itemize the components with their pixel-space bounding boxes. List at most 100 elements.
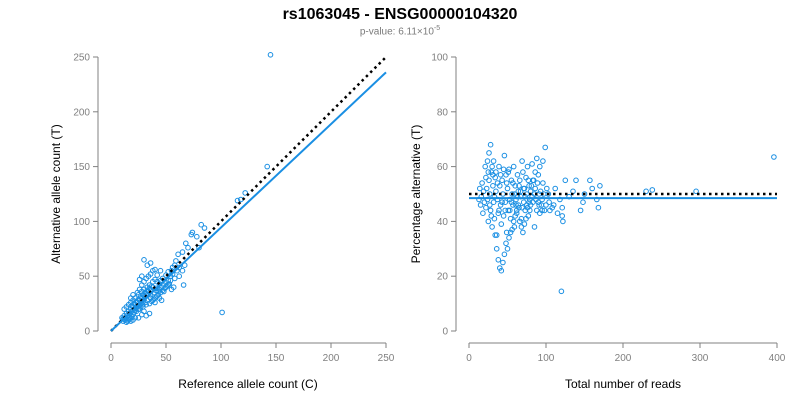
panel2-data-point [515,202,522,208]
panel2-data-point [524,163,531,170]
panel1-data-point [176,273,182,280]
panel2-data-point [483,204,489,211]
panel1-x-tick-label: 100 [213,353,230,364]
panel2-data-point [503,180,510,186]
panel2-data-point [497,172,504,178]
panel2-data-point [559,213,566,219]
panel2-data-point [540,158,546,164]
panel2-data-point [487,207,494,214]
panel1-y-tick-label: 50 [79,272,91,283]
panel1-data-point [183,240,189,247]
panel2-data-point [525,177,532,184]
panel2-data-point [541,207,548,214]
panel1-data-point [158,297,165,304]
panel2-data-point [491,215,498,222]
panel2-data-point [483,174,489,181]
panel2-data-point [498,221,505,227]
panel2-data-point [477,202,484,208]
panel1-data-point [176,264,182,271]
panel2-data-point [530,199,536,205]
panel1-x-tick-label: 250 [378,353,395,364]
panel1-data-point [152,299,158,306]
panel1-data-point [120,316,126,322]
panel1-data-point [267,52,274,58]
panel2-data-point [558,288,565,295]
panel2-y-tick-label: 40 [437,217,449,228]
panel1-data-point [161,288,167,295]
panel1-y-tick-label: 150 [73,162,90,173]
panel1-data-point [132,315,138,321]
panel1-fit-line [110,71,387,332]
panel2-data-point [532,169,539,175]
panel2-data-point [517,218,523,225]
panel1-data-point [154,278,160,285]
panel2-data-point [505,169,512,175]
panel2-data-point [539,207,545,214]
panel1-y-tick-label: 0 [84,327,90,338]
panel1-data-point [128,295,134,301]
panel2-data-point [477,185,483,192]
panel2-data-point [510,218,517,225]
panel2-data-point [527,207,533,214]
panel2-x-tick-label: 0 [466,353,472,364]
panel2-data-point [497,265,503,271]
panel2-data-point [497,202,504,208]
panel2-data-point [523,215,529,222]
panel2-data-point [482,163,489,170]
panel2-data-point [517,177,523,184]
panel2-data-point [573,177,579,184]
panel2-data-point [486,177,492,184]
panel2-data-point [499,199,505,205]
chart-title: rs1063045 - ENSG00000104320 [282,6,518,23]
panel2-data-point [519,158,525,164]
panel2-data-point [529,161,535,167]
panel2-data-point [479,180,485,186]
panel2-data-point [485,169,492,175]
panel2-data-point [547,207,553,214]
panel2-data-point [500,213,507,219]
panel2-data-point [532,185,539,192]
panel2-data-point [506,235,512,241]
panel2-data-point [498,267,505,274]
panel2-data-point [507,229,514,236]
panel1-data-point [147,260,154,266]
panel1-data-point [264,163,271,170]
panel2-data-point [536,202,542,208]
panel2-data-point [496,207,502,214]
panel2-data-point [546,199,552,205]
panel2-data-point [524,202,530,208]
panel2-data-point [481,199,488,205]
panel1-data-point [121,306,127,312]
panel2-y-axis-label: Percentage alternative (T) [409,125,423,264]
panel2-data-point [560,218,566,225]
panel2-data-point [490,183,496,189]
panel2-data-point [493,169,499,175]
panel2-data-point [534,155,540,162]
panel2-data-point [581,191,588,197]
panel2-data-point [510,180,516,186]
panel1-data-point [170,284,177,291]
panel1-x-tick-label: 150 [268,353,285,364]
panel2-data-point [526,183,532,189]
panel2-data-point [545,191,552,197]
panel2-data-point [488,213,495,219]
panel2-data-point [693,188,699,195]
panel1-data-point [148,283,155,289]
panel2-data-point [483,185,490,192]
panel2-x-axis-label: Total number of reads [565,377,681,391]
panel1-data-point [135,315,142,321]
panel2-x-tick-label: 300 [692,353,709,364]
panel2-data-point [503,240,509,247]
panel2-data-point [597,183,603,189]
panel2-data-point [495,210,502,216]
panel2-data-point [504,185,511,192]
panel2-data-point [589,185,596,192]
panel2-data-point [506,166,512,173]
panel2-data-point [595,204,602,211]
panel1-data-point [198,221,204,228]
panel1-reference-line [110,56,387,332]
panel2-data-point [520,229,526,236]
panel1-data-point [234,197,241,204]
panel2-data-point [552,185,559,192]
panel2-data-point [494,180,501,186]
